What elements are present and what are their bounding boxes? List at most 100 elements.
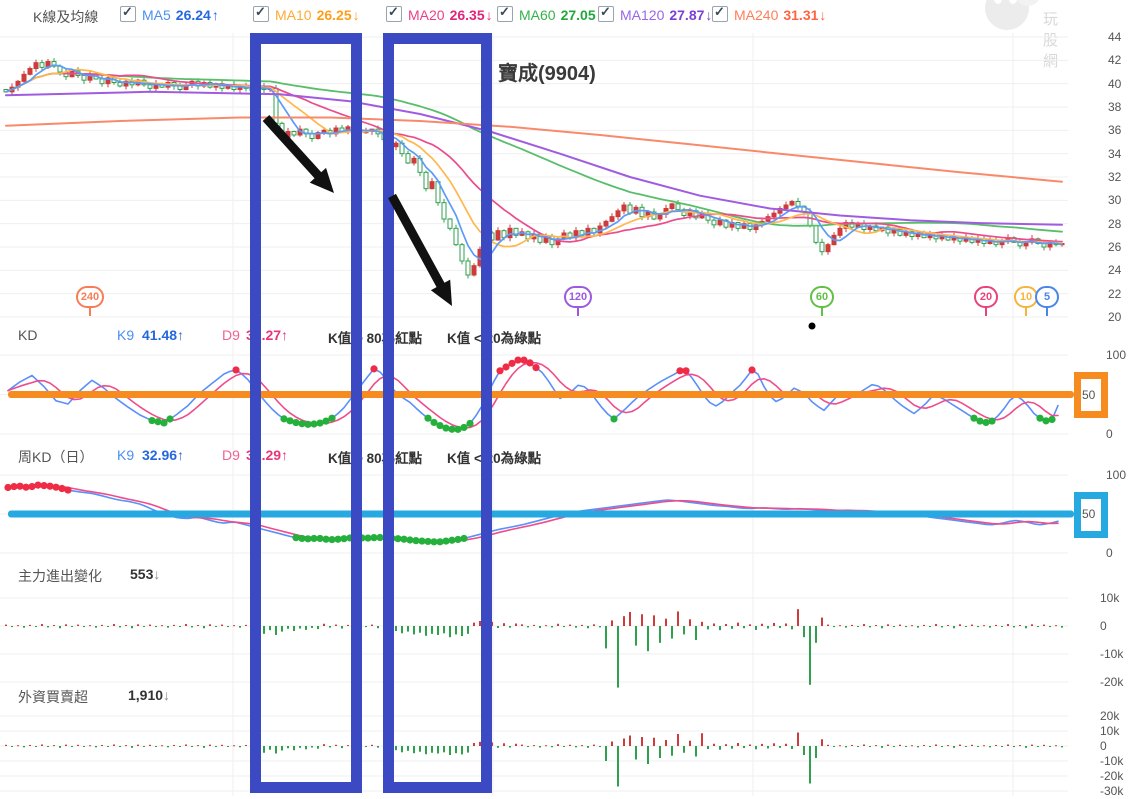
axis-tick-label: 0 xyxy=(1100,739,1107,753)
gridlines xyxy=(0,33,1068,796)
weekly-kd-k-label: K9 xyxy=(117,447,135,463)
ma10-value: 26.25 xyxy=(316,7,352,23)
period-bubble-stem xyxy=(1025,307,1027,316)
weekly-kd-legend-red: K值 > 80為紅點 xyxy=(328,451,423,466)
ma10-checkbox[interactable] xyxy=(253,4,269,22)
ma120-trend-arrow-icon: ↓ xyxy=(705,7,713,23)
ma60-checkbox[interactable] xyxy=(497,4,513,22)
axis-tick-label: 50 xyxy=(1082,387,1096,402)
kd-k-label: K9 xyxy=(117,327,135,343)
axis-tick-label: 50 xyxy=(1082,507,1096,521)
ma5-trend-arrow-icon: ↑ xyxy=(211,7,219,23)
ma20-value: 26.35 xyxy=(449,7,485,23)
axis-tick-label: 0 xyxy=(1100,619,1107,633)
kd-d-label: D9 xyxy=(222,327,240,343)
period-bubble-20[interactable]: 20 xyxy=(970,286,1002,316)
axis-tick-label: 10k xyxy=(1100,724,1120,738)
main-force-header: 主力進出變化 553↓ xyxy=(0,566,1134,586)
kd-k-value: 41.48↑ xyxy=(142,327,185,343)
weekly-kd-d-label: D9 xyxy=(222,447,240,463)
axis-tick-label: 100 xyxy=(1106,348,1127,362)
period-bubble-stem xyxy=(577,307,579,316)
axis-tick-label: -10k xyxy=(1100,647,1124,661)
kd-title: KD xyxy=(18,327,38,343)
ma20-label: MA20 xyxy=(408,7,445,23)
axis-tick-label: 20k xyxy=(1100,709,1120,723)
axis-tick-label: -20k xyxy=(1100,675,1124,689)
ma5-checkbox[interactable] xyxy=(120,4,136,22)
main-force-value: 553↓ xyxy=(130,566,161,582)
period-bubble-stem xyxy=(89,307,91,316)
foreign-chart xyxy=(5,732,1063,787)
period-bubble-stem xyxy=(821,307,823,316)
toolbar-title: K線及均線 xyxy=(33,9,99,25)
ma10-label: MA10 xyxy=(275,7,312,23)
ma240-trend-arrow-icon: ↓ xyxy=(819,7,827,23)
axis-tick-label: 40 xyxy=(1108,76,1122,91)
axis-tick-label: 34 xyxy=(1108,146,1122,161)
ma60-value: 27.05 xyxy=(560,7,596,23)
period-bubble-120[interactable]: 120 xyxy=(562,286,594,316)
axis-tick-label: 10k xyxy=(1100,591,1120,605)
stock-title: 寶成(9904) xyxy=(498,63,596,85)
watermark-text: 玩股網 xyxy=(1043,11,1063,70)
main-force-chart xyxy=(5,609,1063,688)
ma60-label: MA60 xyxy=(519,7,556,23)
axis-tick-label: 0 xyxy=(1106,546,1113,560)
ma5-label: MA5 xyxy=(142,7,171,23)
ma20-trend-arrow-icon: ↓ xyxy=(485,7,493,23)
ma20-checkbox[interactable] xyxy=(386,4,402,22)
period-bubble-label: 20 xyxy=(974,286,998,308)
axis-tick-label: 100 xyxy=(1106,468,1127,482)
toolbar: K線及均線 MA526.24↑MA1026.25↓MA2026.35↓MA602… xyxy=(0,0,1134,30)
axis-tick-label: -10k xyxy=(1100,754,1124,768)
price-chart xyxy=(3,58,1065,279)
ma240-checkbox[interactable] xyxy=(712,4,728,22)
period-bubble-stem xyxy=(985,307,987,316)
ma120-checkbox[interactable] xyxy=(598,4,614,22)
axis-tick-label: 0 xyxy=(1106,427,1113,441)
foreign-header: 外資買賣超 1,910↓ xyxy=(0,687,1134,707)
ma120-label: MA120 xyxy=(620,7,665,23)
axis-tick-label: 28 xyxy=(1108,216,1122,231)
period-bubble-label: 120 xyxy=(563,286,593,308)
weekly-kd-title: 周KD（日） xyxy=(18,449,94,465)
weekly-kd-50-highlight-box xyxy=(1074,492,1108,538)
kd-chart xyxy=(7,356,1074,433)
weekly-kd-chart xyxy=(4,481,1074,546)
axis-tick-label: 32 xyxy=(1108,170,1122,184)
ma5-value: 26.24 xyxy=(175,7,211,23)
period-bubble-240[interactable]: 240 xyxy=(74,286,106,316)
period-bubble-5[interactable]: 5 xyxy=(1031,286,1063,316)
axis-tick-label: 24 xyxy=(1108,263,1122,278)
foreign-title: 外資買賣超 xyxy=(18,689,88,705)
kd-50-highlight-box xyxy=(1074,372,1108,418)
kd-header: KD K9 41.48↑ D9 31.27↑ K值 > 80為紅點 K值 < 2… xyxy=(0,327,1134,347)
axis-tick-label: 38 xyxy=(1108,100,1122,114)
kd-d-value: 31.27↑ xyxy=(246,327,289,343)
axis-tick-label: 20 xyxy=(1108,310,1122,324)
ma240-label: MA240 xyxy=(734,7,779,23)
period-bubble-60[interactable]: 60 xyxy=(806,286,838,316)
weekly-kd-legend-green: K值 < 20為綠點 xyxy=(447,451,542,466)
axis-tick-label: -20k xyxy=(1100,769,1124,783)
axis-tick-label: 44 xyxy=(1108,30,1122,44)
main-force-title: 主力進出變化 xyxy=(18,568,102,584)
axis-tick-label: 30 xyxy=(1108,193,1122,208)
period-bubble-label: 240 xyxy=(75,286,105,308)
period-bubble-label: 60 xyxy=(810,286,834,308)
axis-tick-label: 42 xyxy=(1108,53,1122,68)
ma240-value: 31.31 xyxy=(783,7,819,23)
weekly-kd-k-value: 32.96↑ xyxy=(142,447,185,463)
kd-legend-green: K值 < 20為綠點 xyxy=(447,331,542,346)
axis-tick-label: 22 xyxy=(1108,286,1122,301)
ma120-value: 27.87 xyxy=(669,7,705,23)
